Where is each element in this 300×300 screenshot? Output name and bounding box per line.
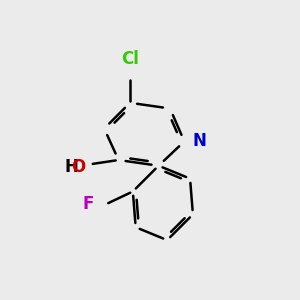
Text: O: O xyxy=(71,158,85,176)
Text: H: H xyxy=(64,158,79,176)
Text: Cl: Cl xyxy=(121,50,139,68)
Text: F: F xyxy=(83,195,94,213)
Text: N: N xyxy=(193,132,207,150)
